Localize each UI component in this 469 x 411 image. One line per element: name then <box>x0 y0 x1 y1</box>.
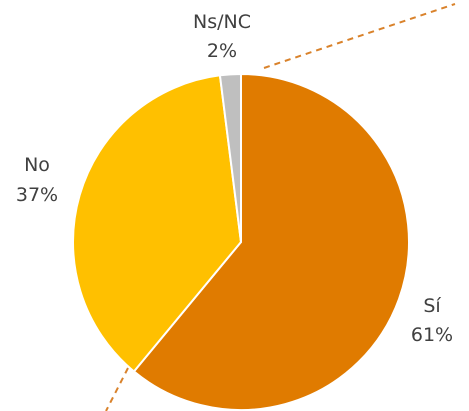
slice-label-no: No 37% <box>16 154 58 206</box>
pie-slices <box>71 72 410 411</box>
pie-slice-si <box>132 73 410 411</box>
connector-line-top <box>263 3 456 69</box>
slice-label-si: Sí 61% <box>411 295 453 346</box>
slice-label-si-name: Sí <box>423 295 441 317</box>
slice-label-nsnc-value: 2% <box>207 40 237 62</box>
pie-slice-no <box>71 74 242 373</box>
slice-label-nsnc-name: Ns/NC <box>193 11 251 33</box>
pie-slice-nsnc <box>218 72 242 243</box>
slice-label-no-value: 37% <box>16 184 58 206</box>
connector-line-bottom <box>105 367 129 411</box>
slice-label-no-name: No <box>24 154 50 176</box>
slice-label-nsnc: Ns/NC 2% <box>193 11 251 62</box>
slice-label-si-value: 61% <box>411 324 453 346</box>
